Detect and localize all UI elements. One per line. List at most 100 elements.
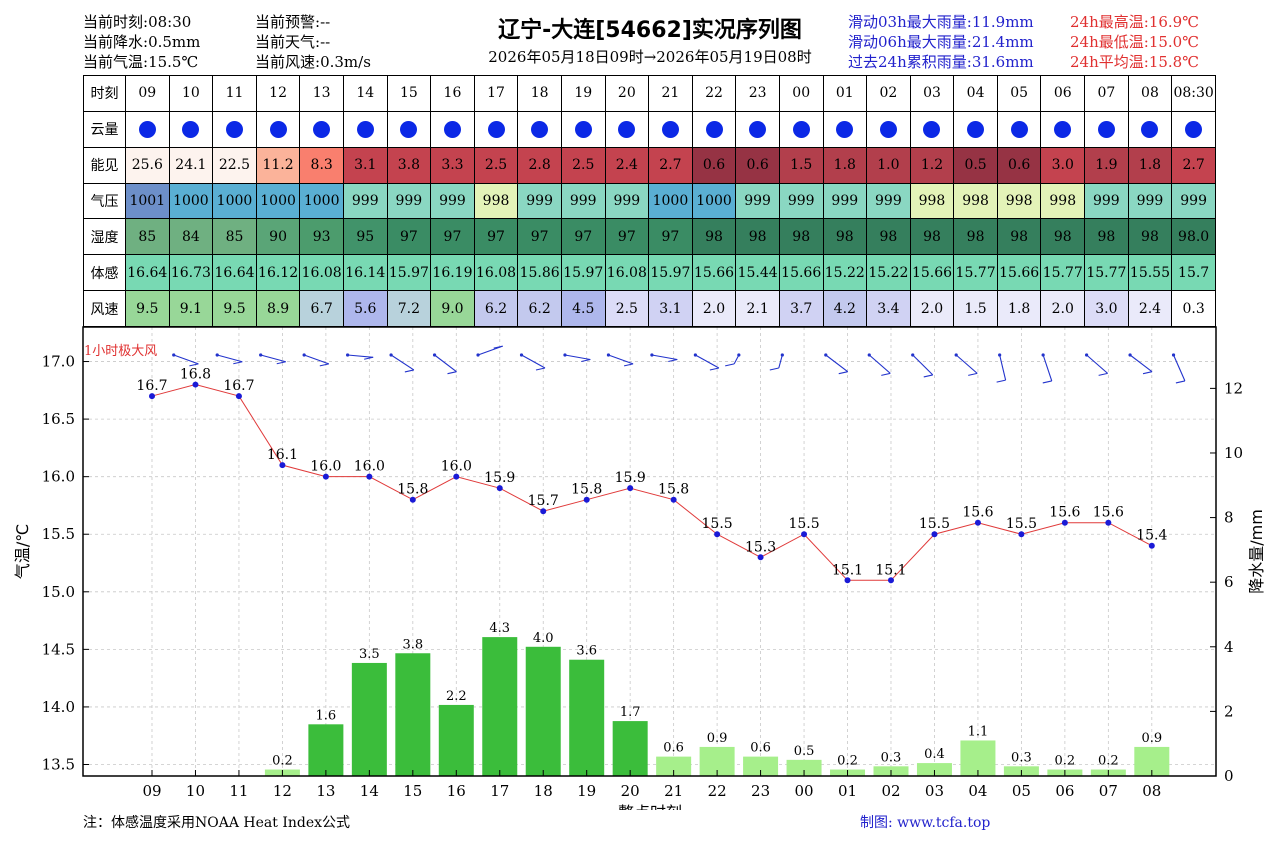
cloud-cover-icon xyxy=(879,120,897,138)
wind-speed-cell: 2.0 xyxy=(1040,290,1086,327)
table-row-feels-like: 体感 16.64 16.73 16.64 16.12 16.08 16.14 15.97 16.… xyxy=(83,254,1216,292)
x-tick-label: 23 xyxy=(751,782,770,800)
wind-speed-cell: 9.5 xyxy=(125,290,170,327)
visibility-cell: 2.5 xyxy=(560,146,606,184)
wind-speed-cell: 1.8 xyxy=(996,290,1042,327)
wind-speed-cell: 3.1 xyxy=(648,290,693,327)
wind-barb-icon xyxy=(1085,353,1108,376)
x-tick-label: 01 xyxy=(838,782,857,800)
humidity-cell: 98 xyxy=(1127,218,1173,256)
cloud-cover-icon xyxy=(661,120,679,138)
visibility-cell: 0.6 xyxy=(691,146,737,184)
left-tick-label: 14.5 xyxy=(42,640,75,658)
wind-speed-cell: 0.3 xyxy=(1171,290,1216,327)
feels-like-cell: 15.77 xyxy=(953,254,998,292)
current-status-block: 当前时刻:08:30 当前降水:0.5mm 当前气温:15.5℃ xyxy=(83,12,200,72)
temperature-label: 15.5 xyxy=(788,516,819,532)
wind-barb-icon xyxy=(1171,353,1186,384)
temperature-point xyxy=(192,381,199,388)
x-tick-label: 07 xyxy=(1099,782,1118,800)
feels-like-cell: 15.97 xyxy=(648,254,693,292)
wind-barb-icon xyxy=(824,353,849,375)
visibility-cell: 1.9 xyxy=(1084,146,1129,184)
wind-speed-cell: 4.2 xyxy=(822,290,868,327)
pressure-cell: 1000 xyxy=(255,182,301,220)
humidity-cell: 98 xyxy=(691,218,737,256)
wind-barb-icon xyxy=(302,353,329,367)
precip-bar-label: 2.2 xyxy=(446,689,467,704)
wind-speed-cell: 2.1 xyxy=(735,290,780,327)
pressure-cell: 999 xyxy=(1084,182,1129,220)
feels-like-cell: 15.44 xyxy=(735,254,780,292)
cloud-cell xyxy=(255,110,301,148)
visibility-cell: 25.6 xyxy=(125,146,170,184)
temperature-label: 16.1 xyxy=(267,447,298,463)
pressure-cell: 999 xyxy=(560,182,606,220)
credit-link[interactable]: 制图: www.tcfa.top xyxy=(860,815,991,831)
temperature-label: 16.7 xyxy=(223,378,254,394)
pressure-cell: 999 xyxy=(386,182,432,220)
visibility-cell: 3.1 xyxy=(342,146,388,184)
cloud-cover-icon xyxy=(487,120,505,138)
rain-24h-line: 过去24h累积雨量:31.6mm xyxy=(848,53,1034,71)
precip-bar xyxy=(916,763,952,776)
humidity-cell: 90 xyxy=(255,218,301,256)
x-tick-label: 12 xyxy=(273,782,292,800)
pressure-cell: 999 xyxy=(517,182,562,220)
humidity-cell: 98 xyxy=(866,218,911,256)
table-row-humidity: 湿度 85 84 85 90 93 95 97 97 97 97 97 97 97 98 98 98 98 98 98… xyxy=(83,218,1216,256)
visibility-cell: 1.8 xyxy=(1127,146,1173,184)
feels-like-cell: 15.86 xyxy=(517,254,562,292)
time-cell: 20 xyxy=(604,75,650,112)
feels-like-cell: 16.08 xyxy=(604,254,650,292)
pressure-cell: 1000 xyxy=(212,182,257,220)
precip-bar xyxy=(438,704,474,776)
time-cell: 04 xyxy=(953,75,998,112)
temperature-label: 15.8 xyxy=(397,482,428,498)
left-tick-label: 16.0 xyxy=(42,468,75,486)
temperature-label: 15.7 xyxy=(528,493,559,509)
x-tick-label: 14 xyxy=(360,782,379,800)
humidity-cell: 95 xyxy=(342,218,388,256)
cloud-cell xyxy=(996,110,1042,148)
precip-bar xyxy=(308,724,344,776)
precip-bar xyxy=(569,659,605,776)
x-tick-label: 22 xyxy=(708,782,727,800)
wind-speed-cell: 3.0 xyxy=(1084,290,1129,327)
wind-speed-cell: 2.0 xyxy=(909,290,955,327)
temperature-label: 15.6 xyxy=(1093,505,1124,521)
cloud-cell xyxy=(735,110,780,148)
cloud-cell xyxy=(342,110,388,148)
wind-speed-cell: 6.2 xyxy=(517,290,562,327)
precip-bar-label: 0.5 xyxy=(794,744,815,759)
cloud-cell xyxy=(691,110,737,148)
time-cell: 08 xyxy=(1127,75,1173,112)
pressure-cell: 998 xyxy=(909,182,955,220)
precip-bar xyxy=(395,653,431,776)
right-tick-label: 0 xyxy=(1224,767,1234,785)
wind-barb-icon xyxy=(769,353,784,371)
wind-barb-icon xyxy=(346,353,374,360)
temperature-point xyxy=(453,473,460,480)
precip-bar-label: 0.6 xyxy=(663,741,684,756)
x-tick-label: 06 xyxy=(1055,782,1074,800)
observation-table: 时刻 09 10 11 12 13 14 15 16 17 18 19 20 21 22 23 00 01 02 03… xyxy=(83,75,1216,327)
temperature-point xyxy=(583,496,590,503)
cloud-cover-icon xyxy=(182,120,200,138)
temperature-point xyxy=(1061,519,1068,526)
cloud-cover-icon xyxy=(400,120,418,138)
current-wind-line: 当前风速:0.3m/s xyxy=(255,53,371,71)
pressure-cell: 999 xyxy=(735,182,780,220)
cloud-cell xyxy=(168,110,214,148)
row-label-humidity: 湿度 xyxy=(83,218,126,256)
table-row-time: 时刻 09 10 11 12 13 14 15 16 17 18 19 20 21 22 23 00 01 02 03… xyxy=(83,75,1216,112)
wind-barb-icon xyxy=(563,353,591,363)
visibility-cell: 1.5 xyxy=(778,146,824,184)
temperature-label: 15.4 xyxy=(1136,528,1167,544)
right-tick-label: 12 xyxy=(1224,379,1243,397)
visibility-cell: 1.8 xyxy=(822,146,868,184)
wind-speed-cell: 3.4 xyxy=(866,290,911,327)
time-cell: 05 xyxy=(996,75,1042,112)
cloud-cell xyxy=(517,110,562,148)
pressure-cell: 999 xyxy=(430,182,475,220)
